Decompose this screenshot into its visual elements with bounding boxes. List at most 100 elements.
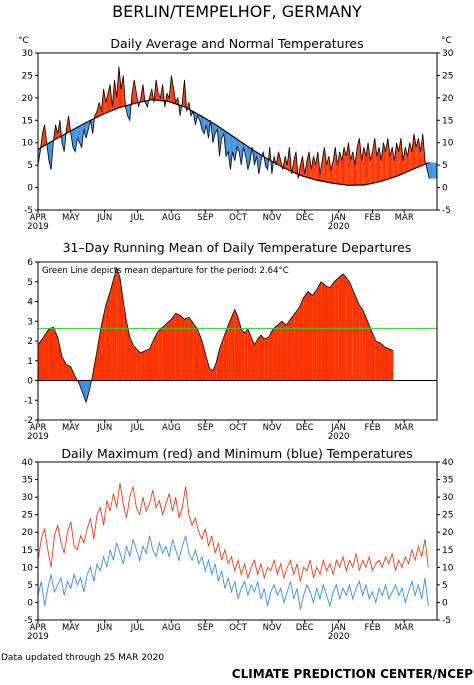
positive-departure-fill — [184, 317, 189, 381]
warm-departure-fill — [285, 156, 287, 169]
y-tick-label-right: 10 — [442, 563, 454, 573]
y-tick-label-left: 2 — [27, 337, 33, 347]
warm-departure-fill — [383, 142, 385, 181]
warm-departure-fill — [346, 149, 348, 186]
warm-departure-fill — [347, 142, 349, 186]
positive-departure-fill — [261, 335, 265, 381]
cold-departure-fill — [87, 121, 89, 134]
positive-departure-fill — [264, 337, 269, 381]
cold-departure-fill — [78, 126, 80, 143]
warm-departure-fill — [414, 133, 416, 169]
warm-departure-fill — [384, 147, 386, 181]
y-tick-label-left: 5 — [27, 278, 33, 288]
warm-departure-fill — [117, 66, 119, 109]
warm-departure-fill — [409, 142, 411, 171]
cold-departure-fill — [76, 127, 78, 145]
y-tick-label-left: 30 — [22, 493, 34, 503]
y-tick-label-left: 15 — [22, 546, 33, 556]
x-month-label: FEB — [364, 213, 380, 223]
x-year-label-mid: 2020 — [328, 222, 350, 232]
cold-departure-fill — [232, 136, 234, 157]
warm-departure-fill — [168, 95, 170, 102]
running-mean-panel: 31–Day Running Mean of Daily Temperature… — [24, 240, 438, 442]
warm-departure-fill — [288, 147, 290, 171]
warm-departure-fill — [314, 160, 316, 180]
warm-departure-fill — [361, 153, 363, 185]
positive-departure-fill — [180, 315, 185, 381]
cold-departure-fill — [71, 129, 73, 148]
warm-departure-fill — [352, 151, 354, 186]
x-month-label: NOV — [263, 423, 282, 433]
warm-departure-fill — [308, 151, 310, 178]
positive-departure-fill — [57, 337, 63, 381]
y-tick-label-left: -5 — [24, 206, 33, 216]
plot-frame — [37, 461, 438, 621]
warm-departure-fill — [344, 147, 346, 185]
daily-minimum-line — [37, 535, 429, 610]
warm-departure-fill — [329, 162, 331, 183]
x-year-label-mid: 2020 — [328, 432, 350, 442]
warm-departure-fill — [161, 84, 163, 101]
daily-maximum-line — [37, 483, 429, 582]
warm-departure-fill — [358, 138, 360, 186]
warm-departure-fill — [391, 147, 393, 179]
y-tick-label-right: 25 — [442, 71, 453, 81]
warm-departure-fill — [415, 140, 417, 169]
y-unit-left: °C — [18, 36, 29, 46]
positive-departure-fill — [388, 348, 394, 381]
y-tick-label-left: 6 — [27, 258, 33, 268]
positive-departure-fill — [216, 348, 220, 381]
cold-departure-fill — [431, 162, 433, 179]
x-month-label: JUL — [130, 623, 145, 633]
figure-header: BERLIN/TEMPELHOF, GERMANY — [112, 2, 362, 21]
x-year-label-start: 2019 — [27, 632, 49, 642]
x-month-label: OCT — [229, 623, 248, 633]
positive-departure-fill — [133, 344, 137, 381]
positive-departure-fill — [166, 319, 172, 381]
positive-departure-fill — [349, 281, 353, 381]
cold-departure-fill — [434, 162, 436, 179]
cold-departure-fill — [432, 162, 434, 179]
x-month-label: JAN — [330, 623, 346, 633]
warm-departure-fill — [122, 75, 124, 107]
positive-departure-fill — [129, 337, 134, 381]
cold-departure-fill — [239, 140, 241, 159]
y-tick-label-right: 30 — [442, 49, 454, 59]
positive-departure-fill — [294, 307, 300, 381]
x-month-label: JUN — [96, 623, 112, 633]
cold-departure-fill — [430, 162, 432, 179]
x-month-label: OCT — [229, 213, 248, 223]
positive-departure-fill — [372, 333, 376, 381]
positive-departure-fill — [116, 267, 120, 381]
positive-departure-fill — [231, 309, 235, 381]
positive-departure-fill — [136, 348, 141, 381]
warm-departure-fill — [367, 142, 369, 185]
positive-departure-fill — [62, 356, 67, 381]
warm-departure-fill — [119, 77, 122, 108]
cold-departure-fill — [201, 116, 204, 132]
positive-departure-fill — [342, 273, 347, 381]
positive-departure-fill — [162, 323, 167, 381]
positive-departure-fill — [223, 325, 229, 381]
warm-departure-fill — [397, 147, 399, 176]
positive-departure-fill — [206, 356, 210, 381]
x-month-label: SEP — [197, 213, 213, 223]
positive-departure-fill — [247, 329, 252, 381]
positive-departure-fill — [369, 325, 373, 381]
positive-departure-fill — [209, 368, 213, 381]
positive-departure-fill — [234, 309, 239, 381]
warm-departure-fill — [392, 147, 394, 178]
warm-departure-fill — [374, 138, 376, 183]
plot-frame — [37, 52, 438, 211]
y-tick-label-right: 10 — [442, 139, 454, 149]
max-min-panel: Daily Maximum (red) and Minimum (blue) T… — [22, 446, 454, 642]
positive-departure-fill — [384, 346, 389, 381]
cold-departure-fill — [77, 126, 79, 141]
cold-departure-fill — [128, 104, 130, 121]
positive-departure-fill — [97, 325, 102, 381]
x-month-label: DEC — [296, 213, 314, 223]
positive-departure-fill — [119, 277, 124, 381]
positive-departure-fill — [149, 339, 154, 381]
x-month-label: JAN — [330, 213, 346, 223]
y-tick-label-left: 20 — [22, 94, 34, 104]
